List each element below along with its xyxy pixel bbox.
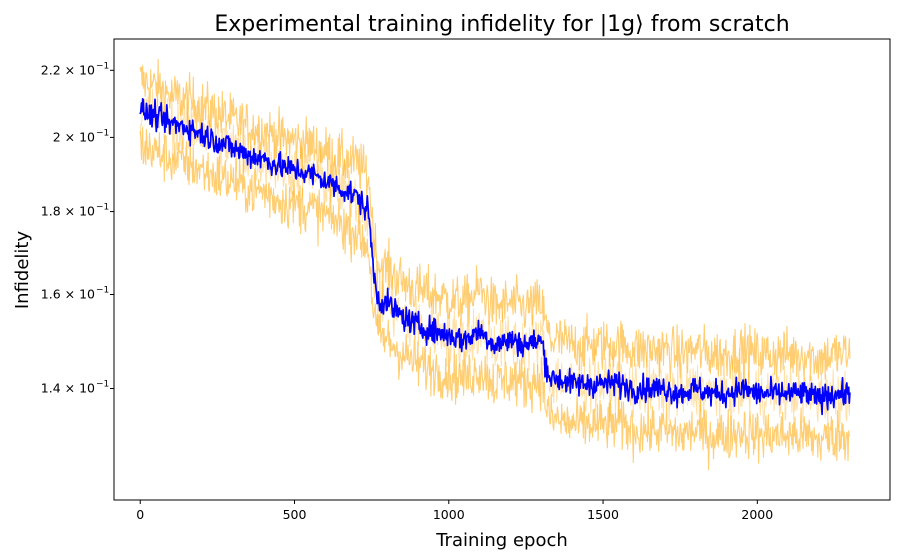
band-series [139,58,851,471]
y-tick-label: 1.4 × 10 [41,381,95,396]
y-tick-label: 2.2 × 10 [41,62,95,77]
x-tick-label: 1000 [433,507,465,522]
band-spread-line [139,88,851,429]
plot-area [139,58,851,471]
x-tick-label: 0 [136,507,144,522]
y-tick-label: 1.6 × 10 [41,287,95,302]
y-tick-exponent: −1 [96,61,109,71]
x-tick-label: 2000 [741,507,773,522]
y-axis: 2.2 × 10 −12 × 10 −11.8 × 10 −11.6 × 10 −11.… [41,61,114,396]
y-tick-exponent: −1 [96,203,109,213]
x-tick-label: 1500 [587,507,619,522]
band-upper-line [139,58,851,385]
y-tick-exponent: −1 [96,286,109,296]
y-tick-label: 2 × 10 [53,129,95,144]
x-axis-label: Training epoch [435,530,568,551]
band-lower-line [139,126,851,471]
x-axis: 0 500 1000 1500 2000 [136,500,773,522]
y-tick-exponent: −1 [96,128,109,138]
mean-series-line [139,98,851,416]
y-tick-label: 1.8 × 10 [41,204,95,219]
y-tick-exponent: −1 [96,380,109,390]
chart-title: Experimental training infidelity for |1g… [214,12,789,37]
y-axis-label: Infidelity [12,231,33,310]
axes-frame [113,38,891,501]
x-tick-label: 500 [283,507,307,522]
